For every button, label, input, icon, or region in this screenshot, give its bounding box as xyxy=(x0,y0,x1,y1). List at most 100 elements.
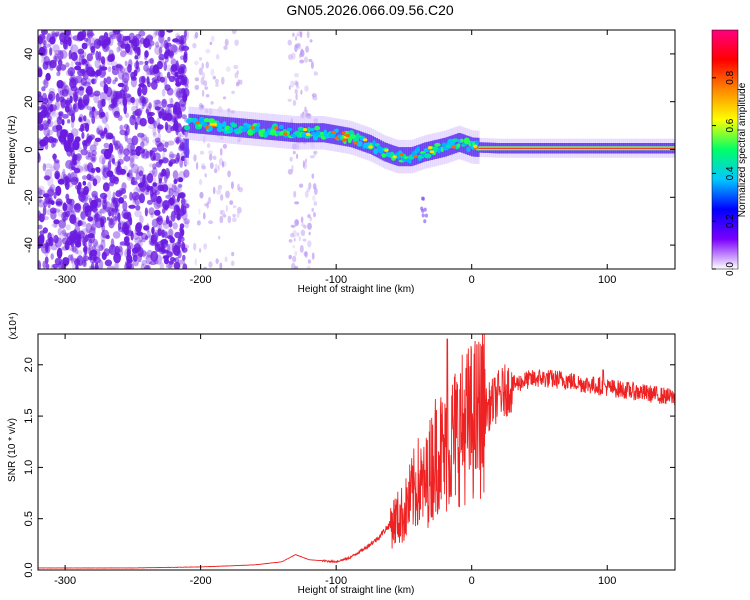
ridge-hotspot xyxy=(250,126,255,130)
noise-blob xyxy=(131,251,140,257)
noise-blob xyxy=(139,117,147,127)
sparse-noise-blob xyxy=(201,89,205,97)
noise-blob xyxy=(55,198,63,207)
noise-blob xyxy=(63,137,67,146)
noise-blob xyxy=(75,184,79,190)
sparse-noise-blob xyxy=(206,201,210,209)
noise-blob xyxy=(122,200,128,212)
noise-blob xyxy=(123,104,127,115)
ridge-band xyxy=(418,144,421,164)
sparse-noise-blob xyxy=(230,181,234,190)
noise-blob xyxy=(174,263,181,269)
noise-blob xyxy=(68,141,75,153)
noise-blob xyxy=(126,258,133,264)
noise-blob xyxy=(181,199,188,204)
noise-blob xyxy=(134,169,139,175)
noise-blob xyxy=(108,247,114,254)
noise-blob xyxy=(151,226,155,235)
noise-blob xyxy=(148,238,155,246)
ridge-core xyxy=(222,121,227,128)
sparse-noise-blob xyxy=(296,42,302,50)
noise-blob xyxy=(119,124,125,130)
noise-blob xyxy=(125,94,133,103)
noise-blob xyxy=(140,263,145,269)
noise-blob xyxy=(103,127,108,135)
ridge-hotspot xyxy=(473,144,478,148)
noise-blob xyxy=(131,76,137,81)
sparse-noise-blob xyxy=(236,70,239,75)
noise-blob xyxy=(120,43,129,49)
noise-blob xyxy=(168,228,174,238)
noise-blob xyxy=(143,225,150,231)
ridge-hotspot xyxy=(342,138,347,142)
noise-blob xyxy=(138,136,147,142)
ridge-band xyxy=(416,145,419,165)
noise-blob xyxy=(42,163,47,172)
noise-blob xyxy=(78,113,84,123)
ridge-hotspot xyxy=(283,132,288,136)
noise-blob xyxy=(136,108,143,113)
noise-blob xyxy=(108,49,114,57)
noise-blob xyxy=(161,205,167,211)
noise-blob xyxy=(160,43,164,48)
noise-blob xyxy=(93,248,101,259)
ridge-hotspot xyxy=(399,153,404,157)
noise-blob xyxy=(100,148,109,155)
noise-blob xyxy=(119,125,123,131)
noise-blob xyxy=(175,137,180,145)
noise-blob xyxy=(62,114,69,119)
noise-blob xyxy=(90,153,97,163)
noise-blob xyxy=(152,125,157,136)
ridge-core xyxy=(261,128,266,132)
sparse-noise-blob xyxy=(311,173,315,179)
noise-blob xyxy=(167,227,174,238)
noise-blob xyxy=(38,66,42,73)
noise-blob xyxy=(154,209,161,216)
noise-blob xyxy=(159,185,164,192)
noise-blob xyxy=(159,76,165,83)
noise-blob xyxy=(123,236,130,243)
sparse-noise-blob xyxy=(212,75,216,80)
ridge-band xyxy=(383,142,387,162)
sparse-noise-blob xyxy=(208,261,213,268)
sparse-noise-blob xyxy=(296,85,300,89)
sparse-noise-blob xyxy=(201,165,207,170)
noise-blob xyxy=(116,32,122,43)
ridge-hotspot xyxy=(341,131,346,135)
noise-blob xyxy=(87,151,92,158)
sparse-noise-blob xyxy=(239,79,243,85)
noise-blob xyxy=(95,50,99,61)
noise-blob xyxy=(117,221,122,230)
sparse-noise-blob xyxy=(203,243,208,250)
sparse-noise-blob xyxy=(290,232,295,238)
noise-blob xyxy=(84,37,89,42)
snr-line xyxy=(38,334,675,569)
noise-blob xyxy=(38,124,43,130)
y-tick-label: 0 xyxy=(23,146,35,152)
noise-blob xyxy=(183,169,190,178)
noise-blob xyxy=(52,263,59,269)
ridge-core xyxy=(442,142,447,148)
sparse-noise-blob xyxy=(292,150,296,155)
sparse-noise-blob xyxy=(198,179,203,185)
noise-blob xyxy=(117,145,125,155)
ridge-hotspot xyxy=(451,145,456,149)
sparse-noise-blob xyxy=(196,220,201,226)
noise-blob xyxy=(164,204,168,211)
sparse-noise-blob xyxy=(308,231,311,236)
noise-blob xyxy=(184,83,189,90)
noise-blob xyxy=(82,70,89,81)
noise-blob xyxy=(129,49,133,56)
sparse-noise-blob xyxy=(238,186,244,193)
ridge-hotspot xyxy=(353,141,358,145)
noise-blob xyxy=(174,62,180,73)
noise-blob xyxy=(38,94,44,103)
noise-blob xyxy=(47,129,54,136)
noise-blob xyxy=(163,51,169,60)
ridge-hotspot xyxy=(195,121,200,125)
noise-blob xyxy=(65,30,70,36)
noise-blob xyxy=(77,48,85,55)
noise-blob xyxy=(73,103,77,111)
noise-blob xyxy=(53,160,60,171)
sparse-noise-blob xyxy=(230,260,235,267)
